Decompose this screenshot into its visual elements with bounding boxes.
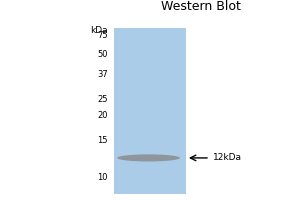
Ellipse shape [117,154,180,161]
Text: 25: 25 [98,95,108,104]
Text: 37: 37 [97,70,108,79]
Text: 50: 50 [98,50,108,59]
Text: Western Blot: Western Blot [161,0,241,13]
Text: 15: 15 [98,136,108,145]
Text: 10: 10 [98,173,108,182]
Text: 12kDa: 12kDa [213,153,242,162]
Text: 75: 75 [98,31,108,40]
Bar [114,28,186,194]
Text: kDa: kDa [90,26,108,35]
Text: 20: 20 [98,111,108,120]
